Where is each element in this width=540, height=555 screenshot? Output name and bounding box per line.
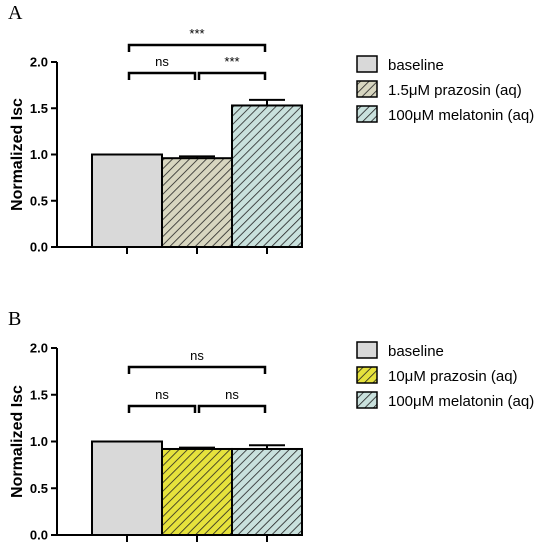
- significance-label: ns: [155, 387, 169, 402]
- y-tick-label: 0.5: [30, 193, 48, 208]
- y-tick-label: 1.0: [30, 434, 48, 449]
- bar-0: [91, 153, 163, 248]
- legend-swatch: [356, 366, 378, 384]
- significance-bracket: [127, 43, 267, 52]
- legend-swatch: [356, 55, 378, 73]
- y-tick-label: 0.0: [30, 528, 48, 543]
- y-tick-label: 2.0: [30, 55, 48, 70]
- significance-label: ns: [155, 54, 169, 69]
- y-tick-label: 1.5: [30, 387, 48, 402]
- bar-0: [91, 440, 163, 536]
- bar-2: [231, 447, 303, 537]
- legend-swatch: [356, 80, 378, 98]
- significance-bracket: [127, 71, 197, 80]
- y-tick-label: 0.5: [30, 481, 48, 496]
- legend-label: 100μM melatonin (aq): [388, 107, 534, 124]
- panel-letter: B: [8, 308, 21, 330]
- significance-bracket: [197, 404, 267, 413]
- legend-label: 10μM prazosin (aq): [388, 368, 518, 385]
- significance-bracket: [127, 404, 197, 413]
- significance-bracket: [197, 71, 267, 80]
- y-axis-label: Normalized Isc: [9, 98, 26, 211]
- significance-bracket: [127, 365, 267, 374]
- legend-label: 100μM melatonin (aq): [388, 393, 534, 410]
- legend-label: baseline: [388, 57, 444, 74]
- chart-panel-a: A Normalized Isc 0.0 0.5 1.0 1.5 2.0 *** ns *** ba…: [8, 2, 534, 255]
- legend-label: 1.5μM prazosin (aq): [388, 82, 522, 99]
- y-tick-label: 1.5: [30, 101, 48, 116]
- significance-label: ***: [224, 54, 239, 69]
- significance-label: ns: [225, 387, 239, 402]
- y-tick-label: 0.0: [30, 240, 48, 255]
- legend-label: baseline: [388, 343, 444, 360]
- chart-panel-b: B Normalized Isc 0.0 0.5 1.0 1.5 2.0 ns ns ns base…: [8, 308, 534, 543]
- bar-1: [161, 447, 233, 537]
- legend-swatch: [356, 391, 378, 409]
- y-tick-label: 2.0: [30, 341, 48, 356]
- y-tick-label: 1.0: [30, 147, 48, 162]
- bar-2: [231, 104, 303, 248]
- significance-label: ns: [190, 348, 204, 363]
- panel-letter: A: [8, 2, 23, 24]
- y-axis-label: Normalized Isc: [9, 385, 26, 498]
- bar-1: [161, 157, 233, 248]
- significance-label: ***: [189, 26, 204, 41]
- legend-swatch: [356, 105, 378, 123]
- legend-swatch: [356, 341, 378, 359]
